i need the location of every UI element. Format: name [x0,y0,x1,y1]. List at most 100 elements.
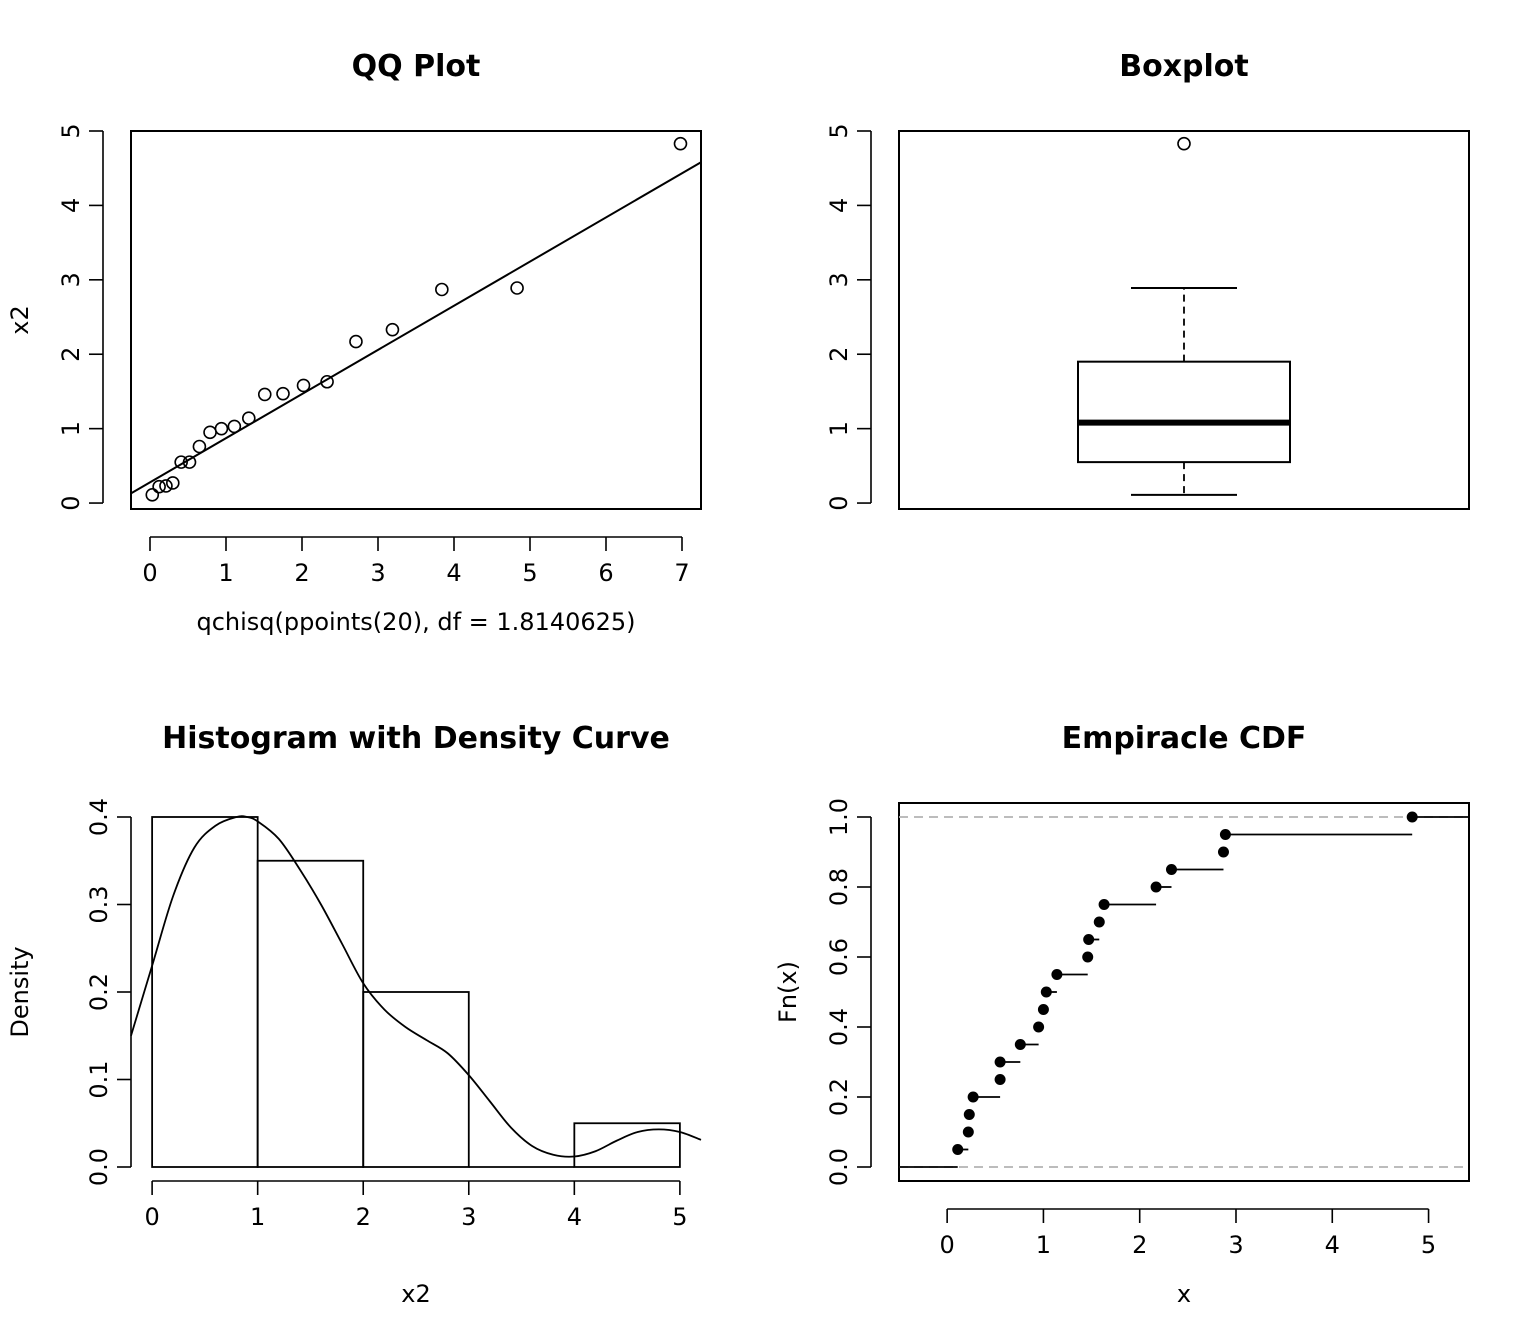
qq-point [192,439,207,454]
qq-x-axis-tick-label: 3 [370,559,385,587]
ecdf-point [1083,934,1095,945]
histogram-x-label: x2 [401,1280,430,1308]
boxplot-y-axis: 0 1 2 3 4 5 [825,123,872,511]
histogram-bars [151,816,681,1168]
qq-plot-frame [130,130,702,510]
qq-x-axis-tick-label: 2 [294,559,309,587]
ecdf-point [1098,899,1110,910]
boxplot-y-axis-tick-label: 0 [825,495,853,510]
boxplot-y-axis-tick-label: 3 [825,272,853,287]
qq-point [320,374,334,389]
ecdf-y-axis-tick-label: 0.0 [825,1148,853,1186]
histogram-x-axis-tick-label: 2 [356,1203,371,1231]
ecdf-y-axis-tick-label: 0.8 [825,868,853,906]
boxplot-title: Boxplot [1119,49,1249,84]
ecdf-point [1082,951,1094,963]
ecdf-x-axis-tick-label: 0 [940,1231,955,1259]
histogram-y-axis-tick-label: 0.2 [85,973,113,1011]
ecdf-point [962,1126,974,1138]
boxplot-panel: Boxplot 0 1 2 3 4 5 [825,49,1470,511]
qq-point [385,322,400,337]
qq-plot-panel: QQ Plot 0 1 2 3 4 5 6 7 0 1 2 3 4 5 qchisq(ppoints(2… [6,49,702,636]
qq-point [349,334,363,349]
histogram-x-axis-tick-label: 1 [250,1203,265,1231]
ecdf-x-label: x [1177,1280,1191,1308]
ecdf-x-axis-tick-label: 5 [1421,1231,1436,1259]
ecdf-y-axis-tick-label: 0.2 [825,1078,853,1116]
qq-x-axis-tick-label: 6 [598,559,613,587]
ecdf-point [967,1091,979,1103]
qq-x-axis-tick-label: 0 [142,559,157,587]
histogram-x-axis-tick-label: 0 [144,1203,159,1231]
ecdf-y-axis-tick-label: 0.6 [825,938,853,976]
qq-point [159,479,173,493]
qq-y-axis-tick-label: 5 [57,123,85,138]
qq-point [152,479,166,494]
ecdf-point [994,1074,1006,1085]
histogram-y-label: Density [6,946,34,1037]
ecdf-point [1150,881,1162,893]
qq-point [296,378,311,393]
boxplot-y-axis-tick-label: 1 [825,421,853,436]
qq-y-axis-tick-label: 3 [57,272,85,287]
ecdf-x-axis-tick-label: 2 [1132,1231,1147,1259]
histogram-y-axis-tick-label: 0.3 [85,885,113,923]
ecdf-point [1033,1021,1045,1033]
ecdf-x-axis-tick-label: 3 [1228,1231,1243,1259]
qq-plot-title: QQ Plot [352,49,481,84]
qq-plot-x-label: qchisq(ppoints(20), df = 1.8140625) [196,608,635,636]
ecdf-x-axis-tick-label: 4 [1325,1231,1340,1259]
qq-plot-points [145,136,688,502]
histogram-y-axis-tick-label: 0.1 [85,1060,113,1098]
ecdf-point [994,1056,1006,1068]
boxplot-y-axis-tick-label: 5 [825,123,853,138]
boxplot-box [1077,136,1291,496]
qq-plot-x-axis: 0 1 2 3 4 5 6 7 [142,536,690,587]
qq-point [182,455,197,469]
ecdf-y-axis: 0.0 0.2 0.4 0.6 0.8 1.0 [825,798,872,1186]
qq-point [510,281,524,295]
ecdf-point [1051,969,1063,980]
ecdf-point [1219,829,1231,840]
ecdf-points [952,811,1418,1155]
histogram-bar [151,816,259,1168]
boxplot-y-axis-tick-label: 2 [825,347,853,362]
qq-point [435,282,449,297]
qq-point [174,455,188,469]
qq-point [214,421,229,436]
qq-reference-line [130,161,702,495]
histogram-x-axis-tick-label: 5 [672,1203,687,1231]
ecdf-y-label: Fn(x) [774,961,802,1023]
ecdf-x-axis-tick-label: 1 [1036,1231,1051,1259]
ecdf-point [952,1144,964,1155]
qq-x-axis-tick-label: 5 [522,559,537,587]
histogram-bar [256,859,365,1168]
qq-y-axis-tick-label: 1 [57,421,85,436]
ecdf-point [1037,1004,1049,1015]
boxplot-frame [898,130,1470,510]
outlier-point [1177,136,1191,151]
ecdf-steps [899,816,1469,1168]
qq-point [242,411,256,426]
qq-point [166,476,180,490]
interquartile-box [1077,360,1291,464]
histogram-y-axis-tick-label: 0.0 [85,1148,113,1186]
qq-x-axis-tick-label: 7 [674,559,689,587]
qq-plot-y-axis: 0 1 2 3 4 5 [57,123,104,511]
histogram-y-axis-tick-label: 0.4 [85,798,113,836]
ecdf-x-axis: 0 1 2 3 4 5 [940,1208,1436,1259]
qq-x-axis-tick-label: 1 [218,559,233,587]
histogram-bar [362,991,470,1168]
ecdf-y-axis-tick-label: 1.0 [825,798,853,836]
qq-y-axis-tick-label: 4 [57,198,85,213]
density-curve [130,815,702,1158]
histogram-x-axis-tick-label: 4 [567,1203,582,1231]
ecdf-point [1165,864,1177,875]
qq-y-axis-tick-label: 0 [57,495,85,510]
qq-y-axis-tick-label: 2 [57,347,85,362]
ecdf-point [1040,986,1052,998]
ecdf-point [1406,811,1418,823]
ecdf-reference-lines [899,816,1469,1168]
